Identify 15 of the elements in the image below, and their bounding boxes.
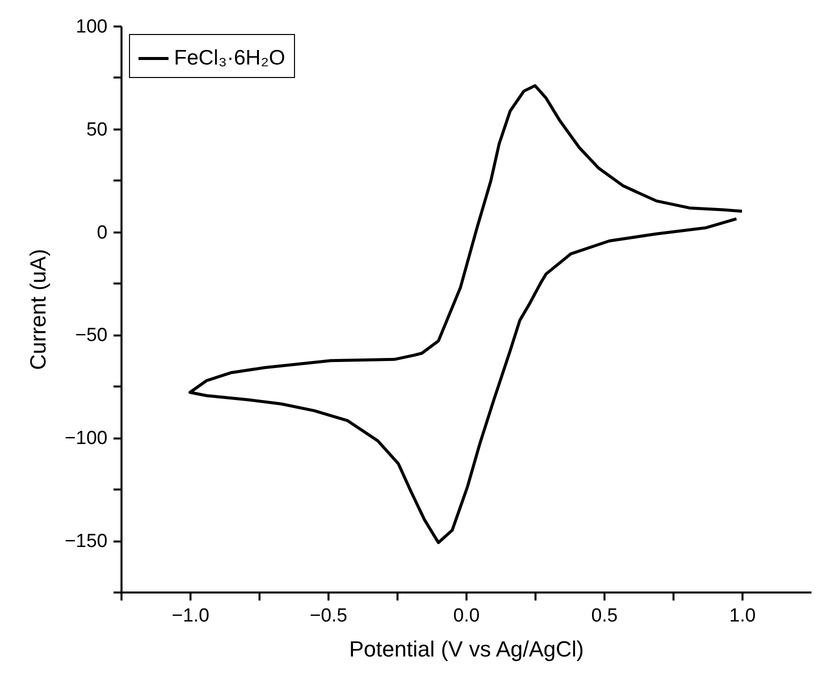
- y-tick-label: 50: [86, 119, 108, 140]
- y-tick-label: −50: [75, 325, 108, 346]
- y-tick-label: 100: [76, 16, 108, 38]
- x-tick-label: 0.0: [453, 606, 480, 626]
- y-tick-label: −150: [64, 531, 108, 552]
- line-series: [188, 84, 744, 544]
- y-tick-label: −100: [64, 428, 108, 450]
- x-axis-title: Potential (V vs Ag/AgCl): [349, 636, 584, 662]
- y-axis-title: Current (uA): [26, 248, 51, 370]
- legend-label: FeCl₃·6H₂O: [174, 46, 286, 70]
- x-tick-label: −1.0: [172, 606, 210, 626]
- x-tick-label: 1.0: [729, 606, 756, 626]
- x-tick-label: −0.5: [310, 606, 348, 626]
- y-tick-label: 0: [96, 222, 108, 244]
- x-tick-label: 0.5: [591, 606, 618, 626]
